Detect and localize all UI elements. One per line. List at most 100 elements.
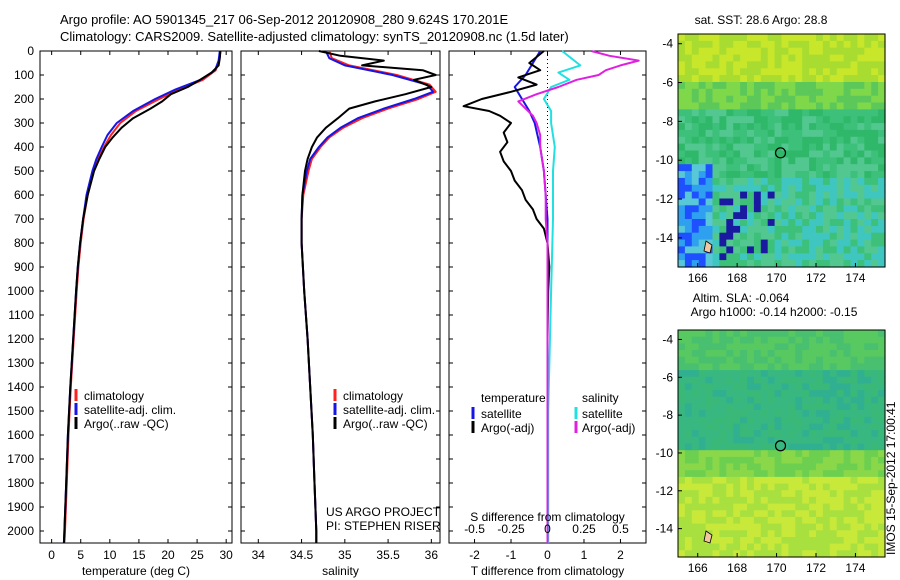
map-cell bbox=[678, 370, 686, 378]
map-cell bbox=[843, 450, 852, 458]
map-cell bbox=[843, 543, 852, 551]
map-cell bbox=[684, 336, 693, 344]
map-cell bbox=[788, 82, 796, 90]
map-cell bbox=[809, 396, 817, 405]
map-cell bbox=[809, 463, 817, 471]
map-cell bbox=[740, 543, 748, 551]
map-cell bbox=[719, 102, 727, 110]
map-cell bbox=[760, 550, 769, 558]
map-cell bbox=[822, 370, 831, 378]
map-cell bbox=[871, 157, 879, 165]
map-cell bbox=[698, 463, 707, 471]
map-cell bbox=[712, 456, 720, 465]
map-cell bbox=[747, 150, 755, 158]
map-cell bbox=[836, 34, 845, 42]
map-cell bbox=[691, 102, 700, 110]
map-cell bbox=[857, 543, 865, 551]
map-cell bbox=[871, 470, 879, 478]
map-cell bbox=[871, 363, 879, 371]
map-cell bbox=[836, 396, 845, 405]
map-cell bbox=[802, 470, 810, 478]
map-cell bbox=[678, 476, 686, 485]
argo-position-marker bbox=[774, 147, 787, 159]
map-cell bbox=[684, 61, 693, 69]
map-cell bbox=[705, 123, 714, 131]
legend-title: temperature bbox=[481, 391, 546, 405]
map-cell bbox=[719, 483, 727, 491]
map-cell bbox=[740, 483, 748, 491]
map-cell bbox=[871, 430, 879, 438]
map-cell bbox=[684, 376, 693, 384]
map-cell bbox=[802, 54, 810, 63]
map-cell bbox=[747, 177, 755, 186]
map-cell bbox=[747, 416, 755, 425]
map-cell bbox=[781, 109, 789, 117]
map-cell bbox=[829, 109, 838, 117]
map-cell bbox=[698, 476, 707, 485]
map-cell bbox=[795, 205, 803, 213]
map-cell bbox=[691, 191, 700, 200]
map-cell bbox=[816, 537, 824, 545]
map-cell bbox=[871, 490, 879, 498]
map-cell bbox=[864, 523, 872, 531]
map-cell bbox=[871, 129, 879, 138]
map-cell bbox=[857, 463, 865, 471]
map-cell bbox=[726, 396, 734, 405]
map-cell bbox=[705, 390, 714, 398]
map-cell bbox=[740, 232, 748, 241]
map-cell bbox=[788, 75, 796, 83]
map-cell bbox=[809, 102, 817, 110]
map-cell bbox=[712, 34, 720, 42]
map-cell bbox=[753, 177, 762, 186]
map-cell bbox=[691, 109, 700, 117]
map-cell bbox=[740, 496, 748, 505]
map-cell bbox=[767, 75, 776, 83]
map-cell bbox=[809, 239, 817, 248]
map-cell bbox=[829, 102, 838, 110]
map-cell bbox=[788, 88, 796, 97]
map-cell bbox=[809, 157, 817, 165]
map-cell bbox=[684, 219, 693, 227]
map-cell bbox=[719, 260, 727, 268]
map-cell bbox=[850, 246, 858, 254]
map-cell bbox=[747, 143, 755, 152]
map-cell bbox=[781, 476, 789, 485]
map-cell bbox=[719, 164, 727, 172]
map-cell bbox=[788, 123, 796, 131]
map-cell bbox=[822, 503, 831, 511]
map-cell bbox=[712, 82, 720, 90]
map-cell bbox=[850, 463, 858, 471]
map-cell bbox=[726, 164, 734, 172]
map-cell bbox=[767, 232, 776, 241]
map-cell bbox=[857, 68, 865, 76]
map-cell bbox=[678, 463, 686, 471]
map-y-tick-label: -4 bbox=[662, 37, 673, 51]
map-cell bbox=[829, 470, 838, 478]
map-cell bbox=[774, 356, 783, 364]
map-cell bbox=[726, 403, 734, 411]
map-cell bbox=[733, 177, 741, 186]
map-cell bbox=[843, 530, 852, 538]
map-cell bbox=[678, 219, 686, 227]
map-cell bbox=[809, 390, 817, 398]
map-cell bbox=[698, 34, 707, 42]
map-cell bbox=[733, 376, 741, 384]
map-cell bbox=[864, 516, 872, 525]
map-cell bbox=[781, 390, 789, 398]
legend-label: satellite-adj. clim. bbox=[343, 403, 435, 417]
map-cell bbox=[822, 164, 831, 172]
map-cell bbox=[733, 403, 741, 411]
map-cell bbox=[747, 102, 755, 110]
map-cell bbox=[802, 109, 810, 117]
map-cell bbox=[698, 47, 707, 56]
map-cell bbox=[850, 396, 858, 405]
map-cell bbox=[836, 191, 845, 200]
map-cell bbox=[843, 150, 852, 158]
map-cell bbox=[836, 350, 845, 358]
map-cell bbox=[822, 423, 831, 431]
map-cell bbox=[747, 363, 755, 371]
map-cell bbox=[822, 157, 831, 165]
map-cell bbox=[871, 136, 879, 145]
map-cell bbox=[822, 225, 831, 234]
map-cell bbox=[822, 476, 831, 485]
